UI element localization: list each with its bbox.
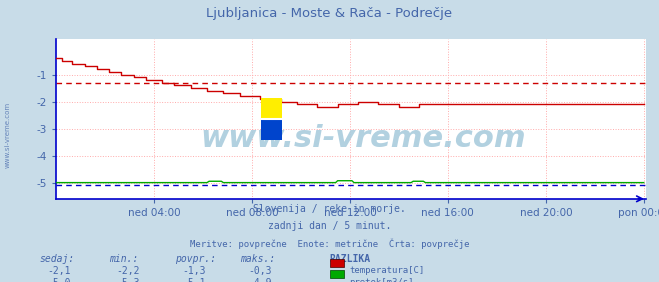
Text: maks.:: maks.: xyxy=(241,254,275,264)
Text: RAZLIKA: RAZLIKA xyxy=(330,254,370,264)
Text: Meritve: povprečne  Enote: metrične  Črta: povprečje: Meritve: povprečne Enote: metrične Črta:… xyxy=(190,238,469,249)
Text: www.si-vreme.com: www.si-vreme.com xyxy=(200,124,525,153)
Text: -2,2: -2,2 xyxy=(117,266,140,276)
Text: -5,1: -5,1 xyxy=(183,278,206,282)
Text: -5,3: -5,3 xyxy=(117,278,140,282)
Text: zadnji dan / 5 minut.: zadnji dan / 5 minut. xyxy=(268,221,391,231)
Text: povpr.:: povpr.: xyxy=(175,254,215,264)
Text: -1,3: -1,3 xyxy=(183,266,206,276)
Text: pretok[m3/s]: pretok[m3/s] xyxy=(349,278,414,282)
Text: -0,3: -0,3 xyxy=(248,266,272,276)
FancyBboxPatch shape xyxy=(261,119,282,140)
Text: Slovenija / reke in morje.: Slovenija / reke in morje. xyxy=(253,204,406,214)
Text: temperatura[C]: temperatura[C] xyxy=(349,266,424,276)
Text: -4,9: -4,9 xyxy=(248,278,272,282)
FancyBboxPatch shape xyxy=(261,98,282,119)
Text: -2,1: -2,1 xyxy=(47,266,71,276)
Text: -5,0: -5,0 xyxy=(47,278,71,282)
Text: min.:: min.: xyxy=(109,254,138,264)
Text: Ljubljanica - Moste & Rača - Podrečje: Ljubljanica - Moste & Rača - Podrečje xyxy=(206,7,453,20)
Text: www.si-vreme.com: www.si-vreme.com xyxy=(5,102,11,168)
Text: sedaj:: sedaj: xyxy=(40,254,74,264)
